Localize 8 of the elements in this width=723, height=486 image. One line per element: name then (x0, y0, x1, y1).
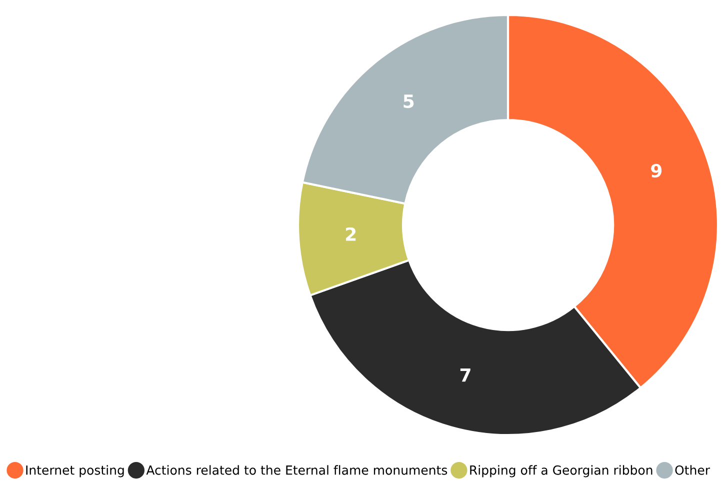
legend-label: Actions related to the Eternal flame monuments (146, 465, 448, 475)
legend-label: Other (675, 465, 710, 475)
data-label: 7 (460, 368, 470, 382)
legend-label: Internet posting (26, 465, 124, 478)
legend-label: Ripping off a Georgian ribbon (470, 465, 652, 478)
data-label: 5 (404, 94, 414, 108)
data-label: 2 (346, 227, 356, 241)
data-label: 9 (651, 164, 662, 178)
